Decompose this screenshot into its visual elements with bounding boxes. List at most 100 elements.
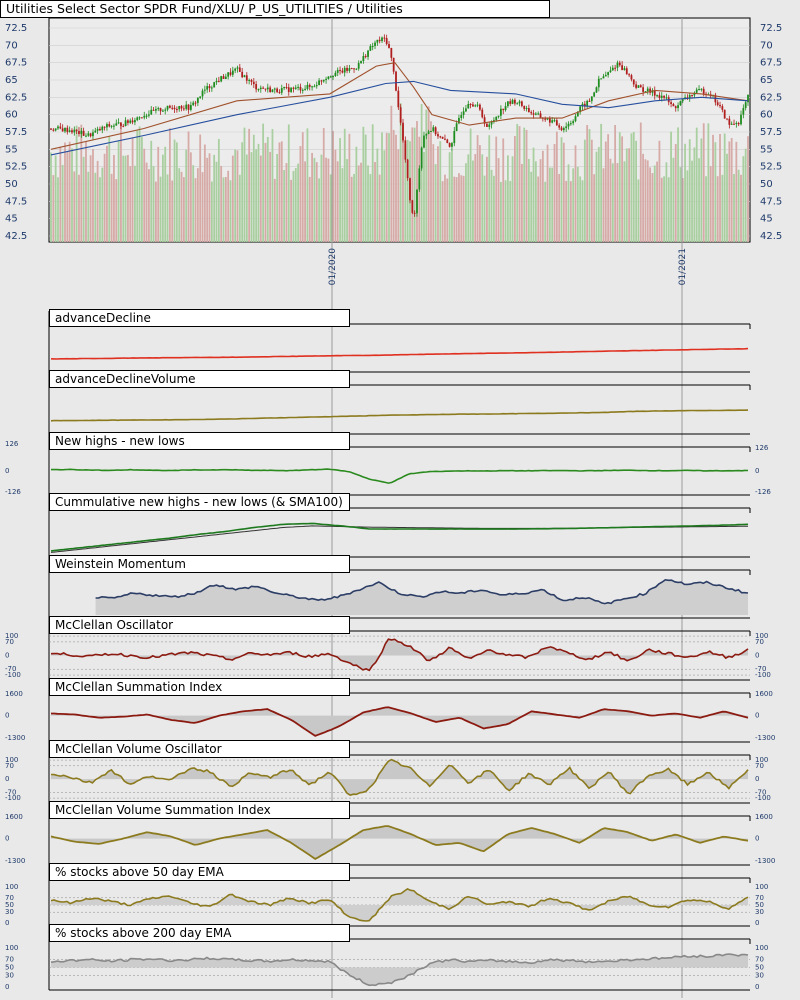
candle-body (409, 178, 411, 201)
candle-body (108, 124, 111, 127)
candle-body (129, 120, 132, 123)
volume-bar (460, 175, 463, 242)
volume-bar (583, 139, 586, 242)
candle-body (245, 75, 248, 81)
candle-body (357, 63, 360, 69)
volume-bar (127, 154, 129, 242)
candle-body (600, 78, 603, 80)
candle-body (192, 102, 195, 106)
candle-body (530, 112, 533, 114)
candle-body (630, 75, 633, 80)
volume-bar (234, 149, 237, 242)
volume-bar (66, 152, 69, 242)
candle-body (75, 129, 78, 131)
volume-bar (152, 165, 155, 242)
volume-bar (320, 154, 323, 242)
volume-bar (747, 136, 749, 242)
volume-bar (369, 174, 372, 242)
candle-body (159, 108, 162, 112)
indicator-tick-label-right: 100 (755, 883, 768, 891)
volume-bar (75, 125, 78, 242)
candle-body (453, 131, 456, 144)
volume-bar (430, 121, 432, 242)
indicator-tick-label-right: 100 (755, 632, 768, 640)
candle-body (621, 65, 624, 71)
candle-body (614, 67, 617, 69)
candle-body (611, 67, 614, 71)
candle-body (551, 120, 554, 123)
volume-bar (122, 155, 125, 242)
volume-bar (189, 152, 192, 242)
price-axis-tick-label-right: 57.5 (760, 127, 782, 138)
date-label: 01/2020 (328, 248, 338, 286)
volume-bar (733, 173, 735, 242)
volume-bar (595, 151, 598, 242)
candle-body (213, 82, 216, 88)
volume-bar (670, 131, 672, 242)
candle-body (432, 127, 435, 132)
price-axis-tick-label-right: 70 (760, 40, 773, 51)
volume-bar (294, 168, 297, 242)
indicator-tick-label: 1600 (5, 690, 23, 698)
candle-body (469, 104, 472, 106)
candle-body (343, 67, 346, 73)
indicator-tick-label: 0 (5, 983, 9, 991)
volume-bar (544, 181, 547, 242)
volume-bar (502, 138, 505, 242)
volume-bar (92, 149, 94, 242)
candle-body (388, 44, 390, 48)
candle-body (618, 62, 621, 66)
candle-body (583, 103, 586, 107)
volume-bar (712, 134, 714, 242)
candle-body (194, 102, 197, 104)
volume-bar (245, 154, 248, 242)
volume-bar (194, 178, 197, 242)
volume-bar (89, 155, 92, 242)
candle-body (189, 105, 192, 110)
candle-body (54, 128, 57, 131)
volume-bar (257, 143, 260, 242)
candle-body (294, 87, 297, 89)
candle-body (341, 70, 344, 73)
volume-bar (299, 146, 302, 242)
candle-body (702, 88, 705, 94)
volume-bar (399, 103, 402, 242)
price-axis-tick-label: 70 (5, 40, 18, 51)
indicator-tick-label: -70 (5, 788, 16, 796)
candle-body (581, 103, 584, 107)
candle-body (437, 134, 439, 137)
candle-body (355, 68, 358, 70)
volume-bar (604, 141, 607, 242)
candle-body (656, 95, 658, 97)
volume-bar (667, 177, 670, 242)
indicator-tick-label-right: 1600 (755, 813, 773, 821)
candle-body (548, 117, 551, 123)
candle-body (544, 118, 547, 120)
volume-bar (259, 155, 262, 242)
volume-bar (148, 169, 150, 242)
candle-body (166, 105, 169, 110)
volume-bar (229, 180, 232, 242)
volume-bar (451, 150, 453, 242)
volume-bar (222, 177, 225, 242)
volume-bar (154, 181, 157, 242)
candle-body (490, 121, 493, 125)
indicator-tick-label: -1300 (5, 857, 25, 865)
volume-bar (677, 127, 679, 242)
volume-bar (243, 127, 246, 242)
volume-bar (497, 158, 500, 242)
candle-body (243, 75, 246, 78)
indicator-tick-label-right: 50 (755, 964, 764, 972)
candle-body (143, 115, 146, 118)
candle-body (444, 138, 446, 140)
indicator-area (51, 826, 748, 859)
volume-bar (287, 124, 290, 242)
volume-bar (740, 174, 742, 242)
volume-bar (555, 131, 558, 242)
candle-body (483, 117, 486, 124)
candle-body (220, 76, 223, 82)
candle-body (141, 117, 143, 119)
candle-body (71, 130, 73, 133)
price-axis-tick-label-right: 50 (760, 179, 773, 190)
candle-body (306, 84, 309, 89)
